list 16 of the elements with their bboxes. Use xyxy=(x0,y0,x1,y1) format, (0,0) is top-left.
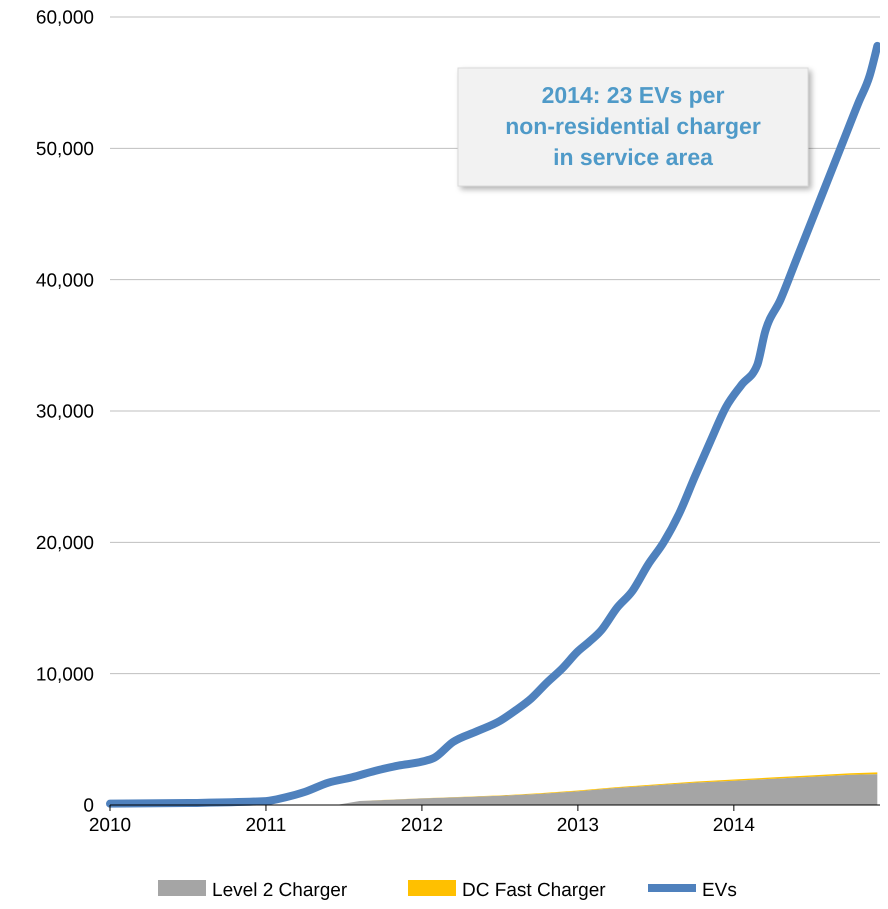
legend-label: EVs xyxy=(702,880,737,901)
y-tick-label: 20,000 xyxy=(36,532,94,554)
legend-label: DC Fast Charger xyxy=(462,880,606,901)
y-tick-label: 50,000 xyxy=(36,138,94,160)
x-tick-label: 2012 xyxy=(400,815,444,836)
y-tick-label: 10,000 xyxy=(36,664,94,686)
x-tick-label: 2011 xyxy=(246,815,286,836)
x-tick-label: 2013 xyxy=(556,815,600,836)
y-tick-label: 0 xyxy=(83,796,94,817)
y-tick-label: 30,000 xyxy=(36,402,94,423)
y-tick-label: 40,000 xyxy=(36,270,94,292)
x-tick-label: 2014 xyxy=(712,815,756,836)
legend-label: Level 2 Charger xyxy=(212,880,348,901)
x-tick-label: 2010 xyxy=(88,815,132,836)
annotation: 2014: 23 EVs per non-residential charger in service area xyxy=(505,82,761,170)
y-tick-label: 60,000 xyxy=(36,8,94,29)
